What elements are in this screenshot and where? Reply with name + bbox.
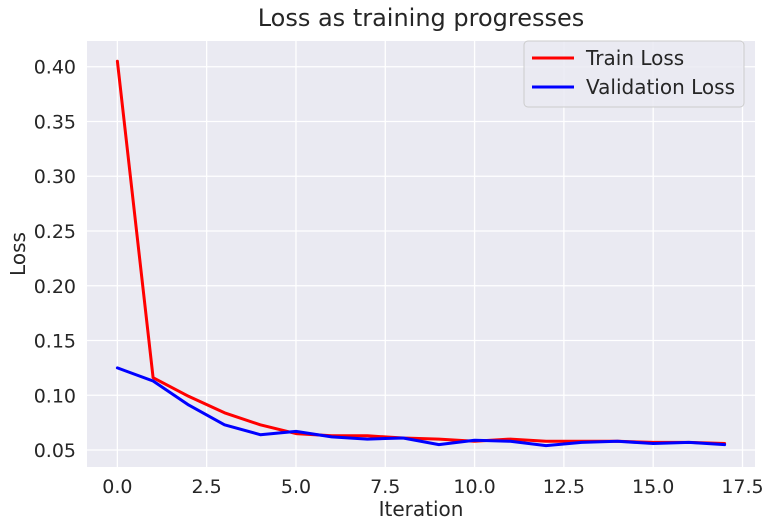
y-axis-label: Loss xyxy=(6,232,30,276)
y-tick-label: 0.40 xyxy=(34,57,76,79)
y-tick-label: 0.20 xyxy=(34,276,76,298)
y-tick-label: 0.15 xyxy=(34,331,76,353)
y-tick-labels: 0.05 0.10 0.15 0.20 0.25 0.30 0.35 0.40 xyxy=(34,57,76,462)
y-tick-label: 0.05 xyxy=(34,440,76,462)
plot-background xyxy=(87,41,755,467)
series-lines xyxy=(115,59,727,448)
x-tick-label: 12.5 xyxy=(543,476,585,498)
legend: Train Loss Validation Loss xyxy=(523,40,745,108)
series-line-validation-loss xyxy=(115,366,727,448)
x-tick-label: 10.0 xyxy=(453,476,495,498)
x-tick-label: 5.0 xyxy=(281,476,311,498)
x-tick-label: 2.5 xyxy=(192,476,222,498)
legend-label-validation-loss: Validation Loss xyxy=(586,75,735,99)
x-tick-label: 7.5 xyxy=(370,476,400,498)
y-tick-label: 0.10 xyxy=(34,385,76,407)
y-tick-label: 0.30 xyxy=(34,166,76,188)
chart-title: Loss as training progresses xyxy=(258,4,585,32)
legend-box xyxy=(523,40,745,108)
x-tick-label: 15.0 xyxy=(632,476,674,498)
grid-lines xyxy=(87,41,755,467)
x-tick-label: 0.0 xyxy=(102,476,132,498)
y-tick-label: 0.35 xyxy=(34,111,76,133)
x-tick-labels: 0.0 2.5 5.0 7.5 10.0 12.5 15.0 17.5 xyxy=(102,476,763,498)
x-axis-label: Iteration xyxy=(379,497,464,521)
legend-label-train-loss: Train Loss xyxy=(585,46,684,70)
x-tick-label: 17.5 xyxy=(721,476,763,498)
y-tick-label: 0.25 xyxy=(34,221,76,243)
